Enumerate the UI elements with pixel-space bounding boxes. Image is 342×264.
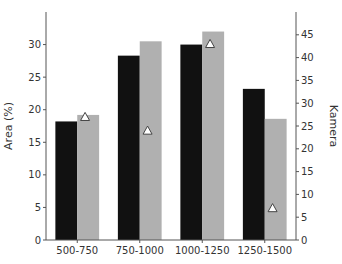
bar	[140, 41, 162, 240]
y-tick-label: 5	[35, 202, 41, 213]
y2-tick-label: 5	[301, 212, 307, 223]
y2-tick-label: 10	[301, 189, 314, 200]
y-tick	[43, 44, 46, 45]
x-tick-label: 1250-1500	[237, 245, 292, 256]
marker	[81, 112, 90, 120]
y-tick	[43, 174, 46, 175]
marker	[206, 39, 215, 47]
bar	[77, 115, 99, 240]
y-tick	[43, 109, 46, 110]
y2-tick-label: 45	[301, 29, 314, 40]
bar	[243, 89, 265, 240]
bar	[202, 32, 224, 240]
y-tick-label: 0	[35, 235, 41, 246]
bar	[180, 45, 202, 240]
y2-tick	[296, 171, 299, 172]
y-tick	[43, 142, 46, 143]
y-tick-label: 20	[28, 104, 41, 115]
y2-tick	[296, 126, 299, 127]
x-tick	[77, 240, 78, 243]
y-tick	[43, 207, 46, 208]
y-tick-label: 10	[28, 169, 41, 180]
bar	[118, 56, 140, 240]
x-tick-label: 500-750	[56, 245, 98, 256]
y-axis-line	[46, 12, 47, 240]
marker	[268, 204, 277, 212]
bar	[55, 121, 77, 240]
y2-tick	[296, 57, 299, 58]
y2-tick-label: 25	[301, 121, 314, 132]
y-axis-label: Area (%)	[2, 102, 15, 150]
x-tick	[264, 240, 265, 243]
y2-tick-label: 0	[301, 235, 307, 246]
y2-tick	[296, 148, 299, 149]
y2-tick-label: 40	[301, 52, 314, 63]
plot-area	[55, 32, 286, 240]
y-tick-label: 30	[28, 39, 41, 50]
y2-tick-label: 35	[301, 75, 314, 86]
chart: 0 5 10 15 20 25 30 0 5 10 15 20 25 30 35 40 45 500-750 750…	[0, 0, 342, 264]
y-tick	[43, 77, 46, 78]
y2-tick-label: 30	[301, 98, 314, 109]
y2-axis-label: Kamera	[327, 105, 340, 148]
y2-tick	[296, 103, 299, 104]
y2-tick	[296, 240, 299, 241]
y-tick-label: 25	[28, 72, 41, 83]
y2-tick	[296, 194, 299, 195]
bar	[265, 119, 287, 240]
y-tick	[43, 240, 46, 241]
x-tick	[202, 240, 203, 243]
y2-tick	[296, 80, 299, 81]
y2-tick	[296, 217, 299, 218]
x-tick-label: 750-1000	[116, 245, 164, 256]
x-tick-label: 1000-1250	[175, 245, 230, 256]
y2-tick-label: 20	[301, 143, 314, 154]
y-tick-label: 15	[28, 137, 41, 148]
marker	[143, 126, 152, 134]
y2-tick	[296, 34, 299, 35]
x-tick	[139, 240, 140, 243]
y2-tick-label: 15	[301, 166, 314, 177]
x-axis-line	[46, 240, 296, 241]
